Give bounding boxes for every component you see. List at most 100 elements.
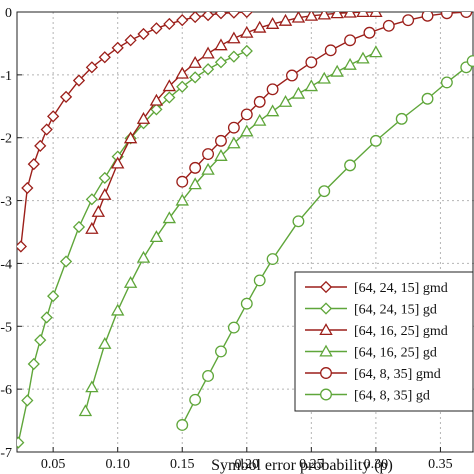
data-point <box>440 12 453 20</box>
data-point <box>317 71 331 84</box>
data-point <box>136 250 151 263</box>
data-point <box>304 79 319 92</box>
legend-label: [64, 24, 15] gmd <box>354 281 448 296</box>
data-point <box>227 321 240 334</box>
data-point <box>85 193 98 206</box>
data-point <box>40 311 53 324</box>
data-point <box>85 61 98 74</box>
data-point <box>240 25 254 38</box>
legend-marker <box>319 280 333 294</box>
data-point <box>215 345 227 358</box>
data-point <box>266 83 279 96</box>
legend-marker <box>319 323 333 336</box>
data-point <box>344 34 357 47</box>
data-point <box>34 333 47 347</box>
y-tick-label: -2 <box>0 132 12 147</box>
data-point <box>214 38 228 51</box>
y-tick-label: -6 <box>0 383 12 398</box>
x-tick-label: 0.05 <box>41 457 66 472</box>
data-point <box>240 297 253 310</box>
data-point <box>266 253 279 265</box>
y-tick-label: -1 <box>0 69 12 84</box>
y-tick-label: 0 <box>5 6 12 21</box>
data-point <box>214 149 228 161</box>
data-point <box>175 193 189 206</box>
data-point <box>201 162 215 175</box>
data-point <box>240 124 254 137</box>
legend-entry: [64, 24, 15] gd <box>305 302 437 318</box>
data-point <box>17 436 25 449</box>
legend-entry: [64, 8, 35] gmd <box>305 367 441 382</box>
data-point <box>98 171 111 185</box>
data-point <box>40 123 53 136</box>
data-point <box>17 240 27 253</box>
data-point <box>201 12 215 22</box>
y-tick-label: -4 <box>0 257 12 272</box>
series-line <box>91 12 376 230</box>
data-point <box>72 74 86 87</box>
data-point <box>123 131 138 144</box>
data-point <box>189 393 202 406</box>
legend-marker <box>319 302 333 315</box>
data-point <box>189 12 202 24</box>
legend-label: [64, 16, 25] gmd <box>354 324 448 339</box>
data-point <box>91 204 106 217</box>
data-point <box>318 185 331 198</box>
data-point <box>149 230 164 243</box>
x-tick-label: 0.35 <box>428 457 453 472</box>
data-point <box>47 110 60 123</box>
x-tick-label: 0.30 <box>364 457 389 472</box>
data-point <box>59 90 73 103</box>
series-5 <box>176 12 473 188</box>
axes: 0.05 0.10 0.15 0.20 0.25 0.30 0.35 0 -1 -2 -3 -4 -5 -… <box>0 6 474 472</box>
data-point <box>252 20 267 33</box>
data-point <box>382 19 395 32</box>
data-point <box>369 45 383 58</box>
data-point <box>201 46 215 59</box>
data-point <box>98 336 112 349</box>
legend: [64, 24, 15] gmd [64, 24, 15] gd [64, 16, … <box>294 271 474 412</box>
data-point <box>27 357 40 371</box>
data-point <box>34 139 47 153</box>
data-point <box>356 12 370 18</box>
data-point <box>278 94 293 107</box>
data-point <box>176 175 189 188</box>
data-point <box>265 17 280 29</box>
data-point <box>78 404 93 417</box>
data-point <box>395 112 408 125</box>
series-line <box>17 50 248 443</box>
data-point <box>188 55 202 68</box>
data-point <box>85 221 99 234</box>
data-point <box>291 12 306 23</box>
data-point <box>176 419 189 431</box>
data-point <box>460 12 473 18</box>
data-point <box>162 79 177 92</box>
data-point <box>27 157 40 171</box>
data-point <box>137 27 150 41</box>
data-point <box>227 12 241 19</box>
data-point <box>227 136 241 149</box>
data-point <box>227 50 241 63</box>
data-point <box>188 177 202 190</box>
data-point <box>240 44 253 58</box>
data-point <box>21 181 34 195</box>
data-point <box>227 121 240 134</box>
data-point <box>98 187 112 200</box>
legend-marker <box>320 388 332 401</box>
data-point <box>369 12 383 18</box>
data-point <box>292 215 305 228</box>
data-point <box>123 275 138 288</box>
data-point <box>253 274 266 287</box>
data-point <box>402 14 415 27</box>
y-tick-label: -5 <box>0 320 12 335</box>
data-point <box>47 289 60 303</box>
data-point <box>85 380 99 393</box>
legend-box <box>294 271 474 412</box>
x-tick-label: 0.25 <box>299 457 324 472</box>
legend-entry: [64, 8, 35] gd <box>305 389 430 404</box>
series-line <box>20 12 247 247</box>
legend-entry: [64, 16, 25] gmd <box>305 323 448 339</box>
legend-entry: [64, 16, 25] gd <box>305 344 437 361</box>
